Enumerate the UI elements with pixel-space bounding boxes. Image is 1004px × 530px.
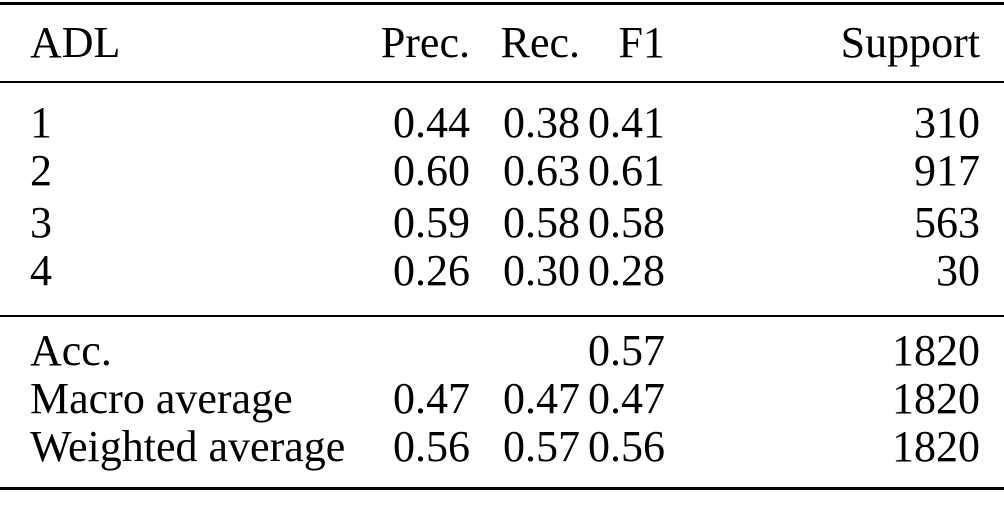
cell-rec — [470, 316, 580, 373]
cell-f1: 0.47 — [588, 373, 665, 423]
cell-prec: 0.44 — [393, 97, 470, 147]
summary-rows: Acc. 0.57 1820 Macro average 0.47 0.47 0… — [0, 315, 1004, 489]
cell-f1: 0.58 — [588, 197, 665, 247]
cell-support: 30 — [936, 245, 980, 295]
cell-metric-label: Macro average — [30, 373, 293, 423]
cell-f1: 0.28 — [588, 245, 665, 295]
cell-support: 1820 — [892, 325, 980, 375]
cell-f1: 0.41 — [588, 97, 665, 147]
cell-support: 1820 — [892, 373, 980, 423]
cell-support: 917 — [914, 145, 980, 195]
cell-f1: 0.61 — [588, 145, 665, 195]
column-header-f1: F1 — [580, 3, 665, 83]
table-row-class-2: 2 0.60 0.63 0.61 917 — [0, 145, 1004, 197]
cell-prec: 0.60 — [393, 145, 470, 195]
column-header-prec: Prec. — [360, 3, 470, 83]
cell-adl: 3 — [30, 197, 52, 247]
table-row-class-4: 4 0.26 0.30 0.28 30 — [0, 245, 1004, 316]
cell-rec: 0.57 — [503, 421, 580, 471]
cell-prec: 0.26 — [393, 245, 470, 295]
header-row: ADL Prec. Rec. F1 Support — [0, 3, 1004, 83]
cell-rec: 0.63 — [503, 145, 580, 195]
column-header-rec: Rec. — [470, 3, 580, 83]
class-rows: 1 0.44 0.38 0.41 310 2 0.60 0.63 0.61 91… — [0, 82, 1004, 316]
table-row-weighted-average: Weighted average 0.56 0.57 0.56 1820 — [0, 421, 1004, 489]
table-row-class-3: 3 0.59 0.58 0.58 563 — [0, 197, 1004, 249]
cell-support: 563 — [914, 197, 980, 247]
classification-report-table: ADL Prec. Rec. F1 Support 1 0.44 0.38 0.… — [0, 2, 1004, 490]
cell-adl: 1 — [30, 97, 52, 147]
cell-adl: 2 — [30, 145, 52, 195]
cell-rec: 0.30 — [503, 245, 580, 295]
cell-metric-label: Acc. — [30, 325, 112, 375]
cell-support: 310 — [914, 97, 980, 147]
cell-f1: 0.56 — [588, 421, 665, 471]
cell-rec: 0.47 — [503, 373, 580, 423]
cell-rec: 0.38 — [503, 97, 580, 147]
cell-prec: 0.47 — [393, 373, 470, 423]
column-header-adl: ADL — [0, 3, 360, 83]
table-row-accuracy: Acc. 0.57 1820 — [0, 316, 1004, 373]
cell-rec: 0.58 — [503, 197, 580, 247]
cell-prec: 0.59 — [393, 197, 470, 247]
cell-support: 1820 — [892, 421, 980, 471]
cell-metric-label: Weighted average — [30, 421, 346, 471]
cell-f1: 0.57 — [588, 325, 665, 375]
column-header-support: Support — [665, 3, 1004, 83]
table-row-class-1: 1 0.44 0.38 0.41 310 — [0, 82, 1004, 145]
cell-prec — [360, 316, 470, 373]
table-row-macro-average: Macro average 0.47 0.47 0.47 1820 — [0, 373, 1004, 425]
table-header: ADL Prec. Rec. F1 Support — [0, 3, 1004, 83]
cell-adl: 4 — [30, 245, 52, 295]
cell-prec: 0.56 — [393, 421, 470, 471]
